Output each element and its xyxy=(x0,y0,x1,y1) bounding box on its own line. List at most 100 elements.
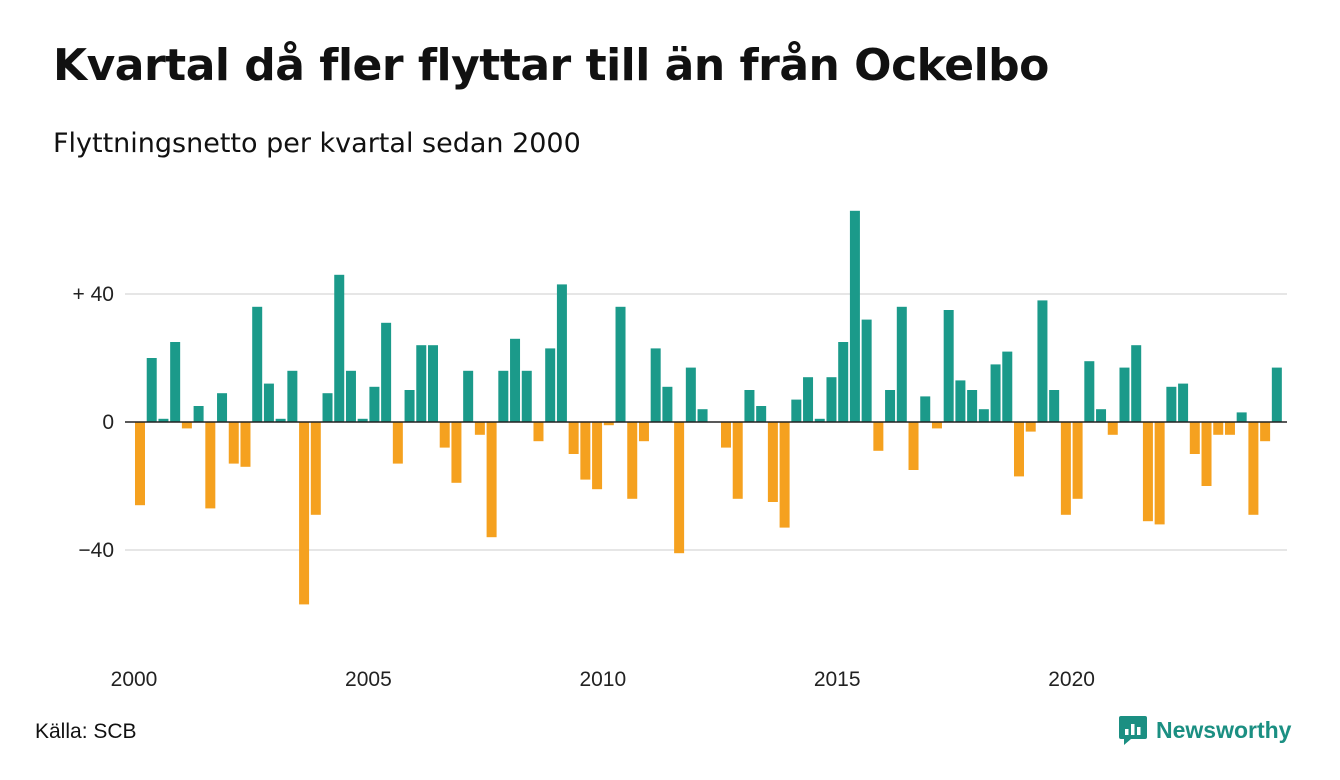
bar-positive xyxy=(791,399,802,422)
bar-positive xyxy=(978,409,989,422)
bar-negative xyxy=(931,422,942,429)
bar-positive xyxy=(252,306,263,422)
chart-subtitle: Flyttningsnetto per kvartal sedan 2000 xyxy=(53,128,581,159)
bar-positive xyxy=(334,274,345,422)
bar-negative xyxy=(240,422,251,467)
bar-negative xyxy=(721,422,731,448)
bar-negative xyxy=(1025,422,1036,432)
bar-positive xyxy=(1166,386,1177,422)
bar-negative xyxy=(205,422,216,509)
grid-lines xyxy=(125,293,1287,551)
bar-positive xyxy=(158,418,169,422)
y-tick-label: + 40 xyxy=(73,283,114,306)
bar-positive xyxy=(685,367,696,422)
bar-negative xyxy=(1060,422,1071,515)
bar-positive xyxy=(463,370,474,422)
bar-positive xyxy=(1037,300,1048,422)
bar-negative xyxy=(1201,422,1212,486)
source-note: Källa: SCB xyxy=(35,720,137,743)
bar-negative xyxy=(1154,422,1165,525)
bar-positive xyxy=(556,284,567,422)
bar-positive xyxy=(1002,351,1013,422)
bar-negative xyxy=(732,422,743,499)
bar-positive xyxy=(1084,361,1095,422)
bar-positive xyxy=(193,406,204,422)
bar-negative xyxy=(1224,422,1235,435)
bar-negative xyxy=(779,422,790,528)
brand-logo: Newsworthy xyxy=(1118,714,1291,746)
bar-negative xyxy=(1213,422,1224,435)
y-tick-labels: + 40 0 −40 xyxy=(73,283,114,562)
y-tick-label: −40 xyxy=(78,539,114,562)
bar-positive xyxy=(849,210,860,422)
bar-positive xyxy=(404,390,415,422)
bar-positive xyxy=(826,377,837,422)
bar-positive xyxy=(369,386,380,422)
bar-positive xyxy=(955,380,966,422)
brand-name: Newsworthy xyxy=(1156,716,1292,743)
bar-negative xyxy=(310,422,321,515)
bar-negative xyxy=(568,422,579,454)
bar-positive xyxy=(756,406,767,422)
bar-negative xyxy=(767,422,778,502)
bar-positive xyxy=(1049,390,1060,422)
bar-negative xyxy=(1107,422,1118,435)
bar-positive xyxy=(545,348,556,422)
bar-negative xyxy=(1248,422,1259,515)
bar-positive xyxy=(744,390,755,422)
bar-positive xyxy=(345,370,356,422)
bar-negative xyxy=(299,422,310,605)
bar-positive xyxy=(838,342,849,422)
bar-positive xyxy=(697,409,708,422)
bar-negative xyxy=(603,422,614,426)
bar-negative xyxy=(228,422,239,464)
bar-positive xyxy=(170,342,181,422)
bar-positive xyxy=(1096,409,1107,422)
bar-positive xyxy=(146,358,157,422)
bar-positive xyxy=(287,370,298,422)
bar-negative xyxy=(1142,422,1153,522)
bar-positive xyxy=(1271,367,1282,422)
bar-positive xyxy=(861,319,872,422)
bar-positive xyxy=(662,386,673,422)
bar-negative xyxy=(580,422,591,480)
x-tick-label: 2005 xyxy=(345,668,392,691)
y-tick-label: 0 xyxy=(102,411,114,434)
bar-positive xyxy=(896,306,907,422)
bar-negative xyxy=(135,422,145,506)
bar-negative xyxy=(474,422,485,435)
bar-positive xyxy=(814,418,825,422)
bar-positive xyxy=(275,418,286,422)
bar-negative xyxy=(451,422,462,483)
bar-positive xyxy=(521,370,532,422)
bar-negative xyxy=(181,422,192,429)
bar-positive xyxy=(263,383,274,422)
bars xyxy=(135,210,1282,605)
bar-negative xyxy=(486,422,497,538)
x-tick-labels: 2000 2005 2010 2015 2020 xyxy=(111,668,1095,691)
bar-negative xyxy=(1260,422,1271,442)
bar-negative xyxy=(1072,422,1083,499)
bar-positive xyxy=(510,338,521,422)
bar-positive xyxy=(943,310,954,422)
newsworthy-logo-icon xyxy=(1119,716,1147,745)
bar-negative xyxy=(533,422,544,442)
bar-positive xyxy=(615,306,626,422)
bar-positive xyxy=(803,377,814,422)
bar-negative xyxy=(873,422,884,451)
bar-positive xyxy=(416,345,427,422)
bar-positive xyxy=(650,348,661,422)
bar-positive xyxy=(381,322,392,422)
bar-negative xyxy=(674,422,685,554)
bar-positive xyxy=(1178,383,1189,422)
bar-positive xyxy=(1119,367,1130,422)
chart-title: Kvartal då fler flyttar till än från Ock… xyxy=(53,40,1049,91)
bar-negative xyxy=(1014,422,1024,477)
bar-negative xyxy=(439,422,450,448)
x-tick-label: 2020 xyxy=(1048,668,1095,691)
bar-positive xyxy=(357,418,368,422)
bar-positive xyxy=(322,393,333,422)
bar-negative xyxy=(638,422,649,442)
bar-negative xyxy=(592,422,603,490)
bar-negative xyxy=(627,422,638,499)
